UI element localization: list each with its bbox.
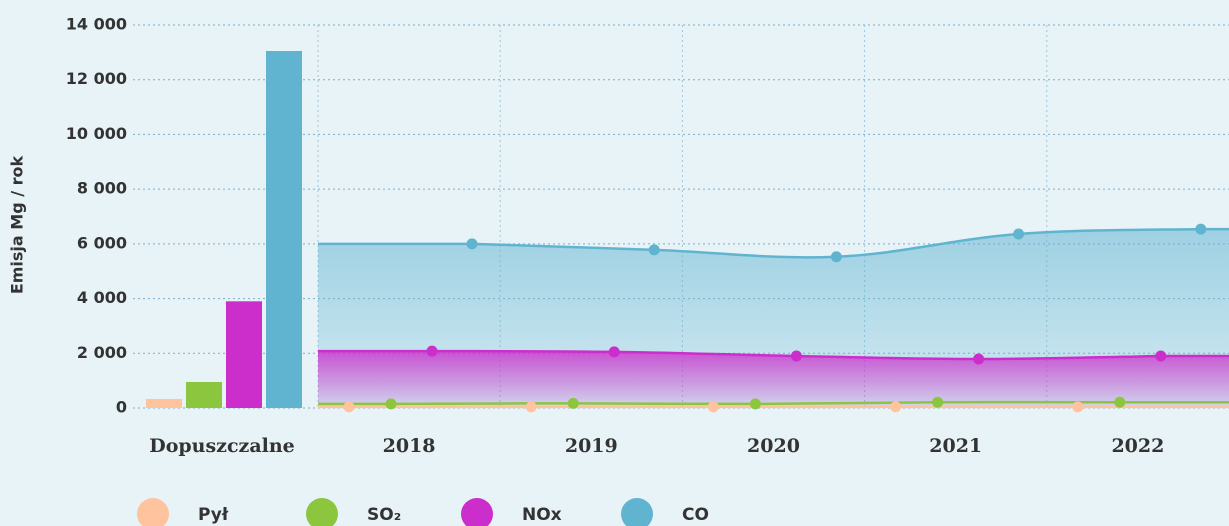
y-tick-label: 8 000 — [77, 179, 127, 198]
legend-label: SO₂ — [367, 505, 401, 525]
marker — [1013, 228, 1025, 240]
legend-label: NOx — [522, 505, 562, 525]
marker — [648, 244, 660, 256]
marker — [973, 353, 985, 365]
limit-bar — [186, 382, 222, 408]
line-extension — [318, 349, 1229, 358]
marker — [466, 238, 478, 250]
x-tick-label: 2018 — [383, 435, 436, 457]
legend-swatch — [306, 498, 338, 526]
marker — [1114, 396, 1126, 408]
marker — [1072, 401, 1084, 413]
x-tick-label: 2019 — [565, 435, 618, 457]
marker — [608, 346, 620, 358]
y-tick-label: 10 000 — [66, 124, 127, 143]
limit-bar — [266, 50, 302, 408]
marker — [707, 401, 719, 413]
marker — [1195, 223, 1207, 235]
marker — [567, 397, 579, 409]
legend-swatch — [461, 498, 493, 526]
legend-label: CO — [682, 505, 709, 525]
y-tick-label: 2 000 — [77, 343, 127, 362]
x-tick-label: 2022 — [1111, 435, 1164, 457]
y-axis-label: Emisja Mg / rok — [8, 155, 27, 294]
marker — [426, 345, 438, 357]
x-tick-label: Dopuszczalne — [149, 435, 295, 457]
limit-bar — [146, 398, 182, 408]
limit-bar — [226, 301, 262, 408]
y-tick-label: 0 — [116, 398, 127, 417]
marker — [525, 401, 537, 413]
legend-label: Pył — [198, 505, 229, 525]
area — [318, 351, 1229, 408]
marker — [890, 401, 902, 413]
y-tick-label: 4 000 — [77, 288, 127, 307]
x-tick-label: 2021 — [929, 435, 982, 457]
marker — [749, 398, 761, 410]
y-tick-label: 12 000 — [66, 69, 127, 88]
marker — [790, 350, 802, 362]
marker — [932, 396, 944, 408]
marker — [1155, 350, 1167, 362]
y-tick-label: 14 000 — [66, 15, 127, 34]
x-tick-label: 2020 — [747, 435, 800, 457]
marker — [385, 398, 397, 410]
line-extension — [318, 401, 1229, 406]
marker — [830, 251, 842, 263]
marker — [343, 401, 355, 413]
legend-swatch — [137, 498, 169, 526]
legend-swatch — [621, 498, 653, 526]
y-tick-label: 6 000 — [77, 233, 127, 252]
